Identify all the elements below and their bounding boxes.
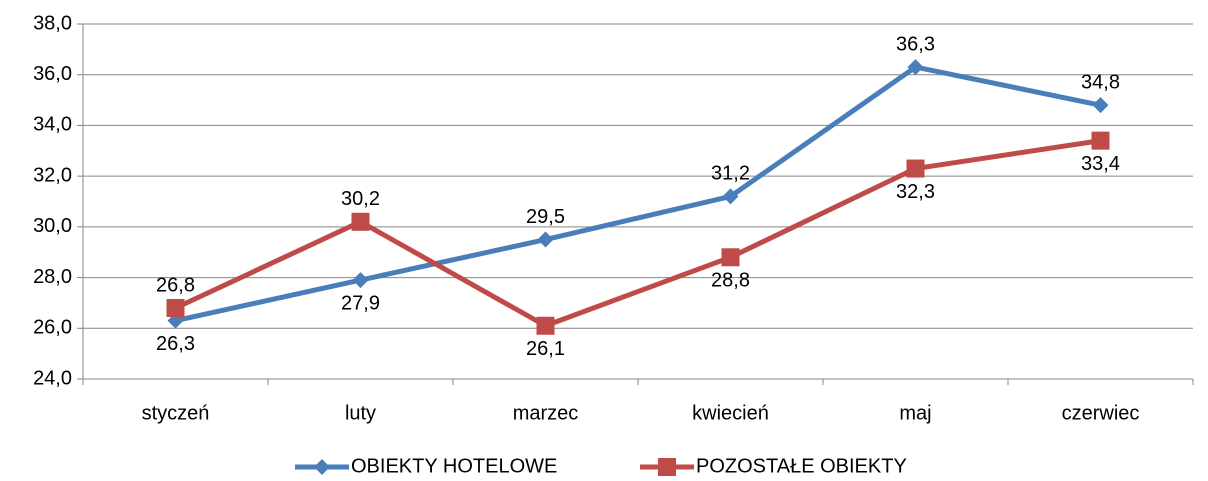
y-tick-label: 38,0 bbox=[33, 12, 72, 34]
data-point bbox=[1092, 97, 1109, 114]
data-point bbox=[536, 316, 555, 335]
data-point bbox=[166, 299, 185, 317]
x-tick-label: luty bbox=[345, 402, 376, 424]
data-point bbox=[907, 59, 924, 76]
data-label: 27,9 bbox=[341, 292, 380, 314]
x-tick-label: styczeń bbox=[142, 402, 210, 424]
data-label: 36,3 bbox=[896, 33, 935, 55]
y-tick-label: 26,0 bbox=[33, 317, 72, 339]
data-point bbox=[722, 188, 739, 205]
legend-marker bbox=[314, 459, 330, 475]
x-tick-label: maj bbox=[899, 402, 931, 424]
data-label: 34,8 bbox=[1081, 71, 1120, 93]
y-tick-label: 32,0 bbox=[33, 164, 72, 186]
data-label: 26,3 bbox=[156, 333, 195, 355]
data-label: 32,3 bbox=[896, 181, 935, 203]
y-tick-label: 24,0 bbox=[33, 367, 72, 389]
data-point bbox=[352, 272, 369, 289]
x-tick-label: marzec bbox=[513, 402, 579, 424]
data-label: 26,1 bbox=[526, 338, 565, 360]
data-label: 29,5 bbox=[526, 206, 565, 228]
data-point bbox=[1091, 131, 1110, 150]
y-tick-label: 36,0 bbox=[33, 63, 72, 85]
data-point bbox=[906, 159, 925, 178]
x-tick-label: kwiecień bbox=[692, 402, 769, 424]
data-point bbox=[537, 231, 554, 248]
y-tick-label: 34,0 bbox=[33, 114, 72, 136]
series-line bbox=[174, 64, 1102, 324]
series-line bbox=[174, 138, 1101, 329]
legend-label: POZOSTAŁE OBIEKTY bbox=[696, 455, 907, 477]
data-label: 33,4 bbox=[1081, 153, 1120, 175]
data-label: 30,2 bbox=[341, 188, 380, 210]
legend-marker bbox=[658, 458, 676, 476]
y-tick-label: 30,0 bbox=[33, 215, 72, 237]
y-tick-label: 28,0 bbox=[33, 266, 72, 288]
data-label: 26,8 bbox=[156, 274, 195, 296]
data-point bbox=[721, 248, 740, 267]
x-tick-label: czerwiec bbox=[1062, 402, 1140, 424]
data-point bbox=[351, 212, 370, 231]
legend-label: OBIEKTY HOTELOWE bbox=[351, 455, 557, 477]
data-label: 31,2 bbox=[711, 163, 750, 185]
data-label: 28,8 bbox=[711, 270, 750, 292]
